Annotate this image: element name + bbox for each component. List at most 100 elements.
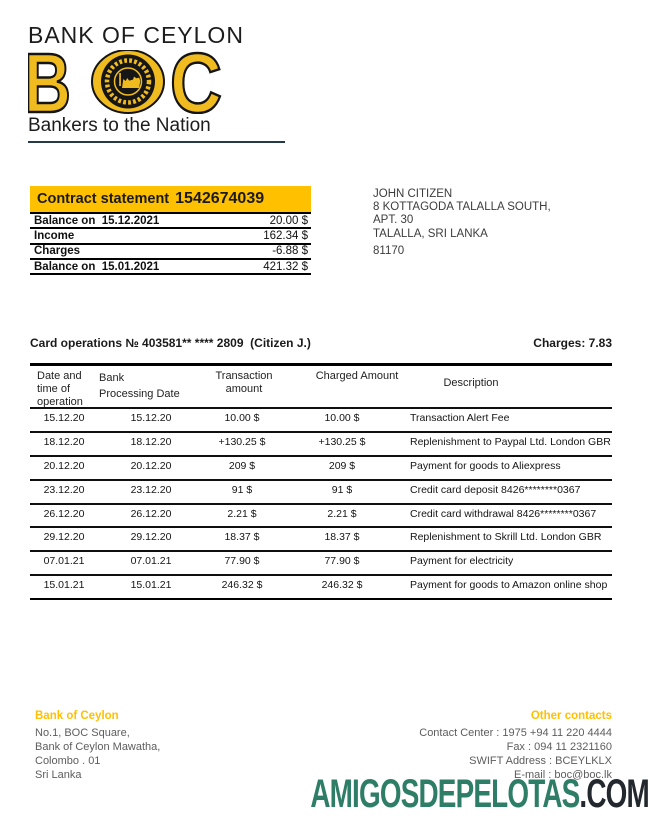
footer-contact-line: SWIFT Address : BCEYLKLX: [469, 755, 612, 767]
column-header-processing-date: Bank Processing Date: [99, 372, 180, 400]
recipient-address-line: APT. 30: [373, 214, 414, 227]
recipient-address: JOHN CITIZEN 8 KOTTAGODA TALALLA SOUTH, …: [373, 188, 551, 258]
cell-date: 20.12.20: [43, 459, 85, 472]
table-row: 18.12.20 18.12.20 +130.25 $ +130.25 $ Re…: [30, 430, 612, 455]
column-header-charged-amount: Charged Amount: [315, 370, 399, 382]
cell-processing-date: 20.12.20: [130, 459, 172, 472]
cell-description: Transaction Alert Fee: [410, 412, 510, 424]
cell-description: Payment for electricity: [410, 555, 514, 568]
statement-title: Contract statement: [37, 191, 170, 207]
contract-statement-table: Contract statement 1542674039 Balance on…: [30, 186, 311, 276]
lion-icon: [119, 73, 141, 88]
statement-row-value: -6.88 $: [272, 245, 308, 258]
recipient-address-line: 8 KOTTAGODA TALALLA SOUTH,: [373, 201, 551, 214]
cell-processing-date: 07.01.21: [130, 555, 172, 568]
card-operations-charges: Charges: 7.83: [533, 336, 612, 350]
cell-transaction-amount: 18.37 $: [224, 531, 260, 544]
cell-transaction-amount: 77.90 $: [224, 555, 260, 568]
cell-charged-amount: +130.25 $: [318, 435, 366, 448]
cell-description: Payment for goods to Amazon online shop: [410, 579, 608, 592]
boc-emblem-icon: [91, 50, 165, 114]
cell-charged-amount: 209 $: [328, 459, 356, 472]
contract-statement-header: Contract statement 1542674039: [30, 186, 311, 212]
cell-charged-amount: 18.37 $: [324, 531, 360, 544]
cell-date: 23.12.20: [43, 483, 85, 496]
statement-row-value: 162.34 $: [263, 229, 308, 242]
watermark-name: AMIGOSDEPELOTAS: [310, 771, 580, 817]
cell-description: Replenishment to Paypal Ltd. London GBR: [410, 435, 611, 448]
statement-row-label: Balance on 15.12.2021: [34, 214, 160, 227]
cell-description: Credit card withdrawal 8426********0367: [410, 507, 597, 520]
cell-date: 15.12.20: [43, 412, 85, 424]
card-operations-title: Card operations № 403581** **** 2809 (Ci…: [30, 336, 311, 350]
column-header-description: Description: [443, 377, 499, 389]
cell-transaction-amount: 209 $: [228, 459, 256, 472]
cell-charged-amount: 77.90 $: [324, 555, 360, 568]
cell-date: 18.12.20: [43, 435, 85, 448]
watermark: AMIGOSDEPELOTAS.COM: [310, 771, 649, 817]
statement-row-label: Income: [34, 229, 75, 242]
footer-contact-line: Contact Center : 1975 +94 11 220 4444: [419, 727, 612, 739]
transactions-table-header: Date and time of operation Bank Processi…: [30, 366, 612, 408]
cell-transaction-amount: 10.00 $: [224, 412, 260, 424]
statement-row: Balance on 15.12.2021 20.00 $: [30, 212, 311, 227]
bank-tagline: Bankers to the Nation: [28, 115, 211, 136]
footer-bank-address: Bank of Ceylon No.1, BOC Square, Bank of…: [35, 709, 160, 782]
footer-contacts: Other contacts Contact Center : 1975 +94…: [419, 709, 612, 782]
statement-row-value: 20.00 $: [269, 214, 308, 227]
cell-charged-amount: 246.32 $: [321, 579, 363, 592]
boc-letter-c: C: [170, 50, 222, 114]
cell-date: 15.01.21: [43, 579, 85, 592]
bank-logo-block: BANK OF CEYLON B C Bankers to the Nation: [28, 22, 298, 143]
cell-transaction-amount: 91 $: [231, 483, 253, 496]
cell-processing-date: 15.01.21: [130, 579, 172, 592]
cell-date: 26.12.20: [43, 507, 85, 520]
cell-description: Payment for goods to Aliexpress: [410, 459, 561, 472]
logo-underline: [28, 141, 285, 143]
cell-date: 07.01.21: [43, 555, 85, 568]
bank-name: BANK OF CEYLON: [28, 22, 244, 48]
card-operations-titlebar: Card operations № 403581** **** 2809 (Ci…: [30, 336, 612, 350]
cell-description: Replenishment to Skrill Ltd. London GBR: [410, 531, 602, 544]
table-row: 15.12.20 15.12.20 10.00 $ 10.00 $ Transa…: [30, 407, 612, 431]
recipient-name: JOHN CITIZEN: [373, 188, 453, 200]
cell-date: 29.12.20: [43, 531, 85, 544]
cell-transaction-amount: +130.25 $: [218, 435, 266, 448]
cell-processing-date: 29.12.20: [130, 531, 172, 544]
footer-bank-line: Sri Lanka: [35, 769, 82, 781]
cell-charged-amount: 91 $: [331, 483, 353, 496]
cell-charged-amount: 10.00 $: [324, 412, 360, 424]
cell-transaction-amount: 246.32 $: [221, 579, 263, 592]
footer-bank-line: Colombo . 01: [35, 755, 101, 767]
table-row: 26.12.20 26.12.20 2.21 $ 2.21 $ Credit c…: [30, 502, 612, 527]
table-row: 23.12.20 23.12.20 91 $ 91 $ Credit card …: [30, 478, 612, 503]
footer-bank-line: No.1, BOC Square,: [35, 727, 130, 739]
cell-processing-date: 23.12.20: [130, 483, 172, 496]
footer-bank-title: Bank of Ceylon: [35, 710, 119, 722]
table-row: 29.12.20 29.12.20 18.37 $ 18.37 $ Replen…: [30, 526, 612, 550]
statement-rows: Balance on 15.12.2021 20.00 $ Income 162…: [30, 212, 311, 276]
footer-contact-line: E-mail : boc@boc.lk: [514, 769, 612, 781]
footer-contacts-title: Other contacts: [530, 710, 612, 722]
cell-transaction-amount: 2.21 $: [227, 507, 257, 520]
table-row: 15.01.21 15.01.21 246.32 $ 246.32 $ Paym…: [30, 574, 612, 598]
footer-bank-line: Bank of Ceylon Mawatha,: [35, 741, 161, 753]
table-row: 07.01.21 07.01.21 77.90 $ 77.90 $ Paymen…: [30, 550, 612, 574]
statement-row: Balance on 15.01.2021 421.32 $: [30, 257, 311, 273]
statement-row: Charges -6.88 $: [30, 242, 311, 258]
statement-row-label: Charges: [34, 245, 81, 258]
recipient-postal-code: 81170: [373, 244, 405, 257]
recipient-address-line: TALALLA, SRI LANKA: [373, 227, 488, 240]
cell-processing-date: 18.12.20: [130, 435, 172, 448]
statement-row-label: Balance on 15.01.2021: [34, 260, 160, 273]
cell-processing-date: 15.12.20: [130, 412, 172, 424]
cell-description: Credit card deposit 8426********0367: [410, 483, 581, 496]
column-header-date: Date and time of operation: [37, 370, 83, 408]
column-header-transaction-amount: Transaction amount: [215, 370, 273, 395]
table-row: 20.12.20 20.12.20 209 $ 209 $ Payment fo…: [30, 454, 612, 479]
boc-logo-icon: B C: [28, 50, 223, 114]
statement-row-value: 421.32 $: [263, 260, 308, 273]
cell-charged-amount: 2.21 $: [327, 507, 357, 520]
statement-row: Income 162.34 $: [30, 227, 311, 242]
